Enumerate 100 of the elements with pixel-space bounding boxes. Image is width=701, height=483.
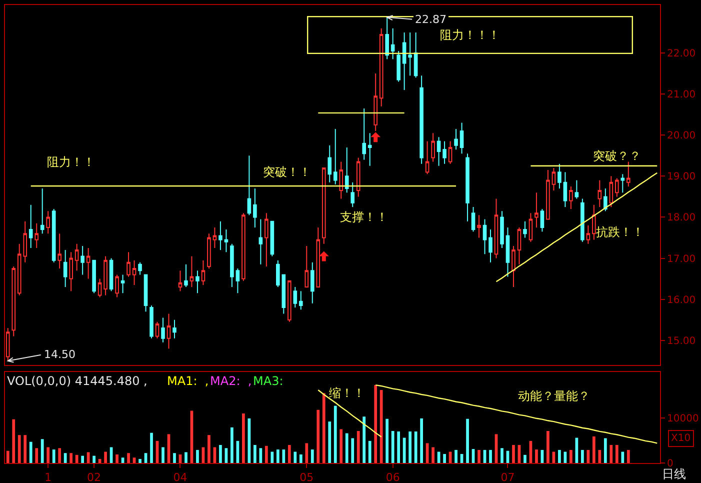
annotation: 缩！！ bbox=[329, 386, 365, 400]
candlestick bbox=[230, 243, 234, 288]
text: X10 bbox=[671, 433, 691, 444]
candlestick bbox=[385, 16, 389, 60]
candlestick bbox=[436, 136, 441, 166]
candlestick bbox=[477, 214, 481, 238]
bar bbox=[259, 448, 262, 463]
candlestick bbox=[592, 204, 596, 240]
bar bbox=[524, 454, 526, 463]
candlestick bbox=[58, 233, 62, 270]
bar bbox=[345, 433, 348, 463]
bar bbox=[626, 450, 630, 463]
bar bbox=[18, 435, 21, 463]
bar bbox=[414, 431, 418, 463]
bar bbox=[230, 427, 234, 463]
candlestick bbox=[190, 256, 194, 288]
candlestick bbox=[12, 266, 16, 337]
annotation: MA3: bbox=[253, 374, 284, 388]
candlestick bbox=[196, 270, 200, 294]
candlestick bbox=[52, 208, 56, 263]
bar bbox=[52, 449, 56, 463]
line-series bbox=[374, 384, 658, 444]
candlestick bbox=[212, 226, 217, 249]
bar bbox=[420, 418, 423, 463]
candlestick bbox=[500, 210, 504, 249]
annotation: 14.50 bbox=[44, 348, 76, 361]
x-tick-label: 02 bbox=[87, 471, 102, 483]
candlestick bbox=[580, 198, 584, 242]
bar bbox=[478, 450, 480, 463]
candlestick bbox=[138, 262, 142, 276]
candlestick bbox=[431, 132, 435, 162]
candlestick bbox=[288, 280, 292, 322]
candlestick bbox=[258, 218, 263, 265]
bar bbox=[322, 393, 326, 463]
bar bbox=[615, 444, 618, 463]
bar bbox=[305, 443, 308, 463]
y-tick-label: 22.00 bbox=[667, 48, 696, 60]
candlestick bbox=[74, 243, 79, 272]
x-tick-label: 06 bbox=[386, 471, 400, 483]
candlestick bbox=[218, 220, 222, 251]
y-tick-label: 15.00 bbox=[667, 336, 696, 347]
bar bbox=[75, 454, 78, 463]
bar bbox=[374, 385, 378, 463]
candlestick bbox=[150, 304, 154, 339]
candlestick bbox=[161, 317, 165, 343]
candlestick bbox=[155, 321, 160, 339]
bar bbox=[35, 448, 38, 463]
candlestick bbox=[408, 32, 412, 76]
bar bbox=[29, 442, 32, 463]
candlestick bbox=[28, 204, 33, 249]
candlestick bbox=[132, 260, 136, 286]
bar bbox=[443, 454, 446, 463]
bar bbox=[270, 452, 274, 463]
candlestick bbox=[563, 172, 568, 208]
candlestick bbox=[339, 161, 344, 200]
candlestick bbox=[344, 146, 349, 194]
bar bbox=[408, 431, 412, 463]
bar bbox=[592, 436, 596, 463]
candlestick bbox=[523, 220, 527, 238]
candlestick bbox=[310, 262, 314, 304]
candlestick bbox=[425, 140, 430, 175]
bar bbox=[86, 452, 90, 463]
y-tick-label: 19.00 bbox=[667, 172, 696, 183]
candlestick bbox=[264, 212, 268, 267]
candlestick bbox=[512, 245, 516, 288]
annotation: 22.87 bbox=[415, 13, 446, 26]
bar bbox=[598, 450, 602, 463]
bar bbox=[242, 413, 245, 463]
candlestick bbox=[207, 233, 211, 270]
candlestick bbox=[615, 178, 619, 198]
candlestick bbox=[460, 122, 464, 154]
candlestick bbox=[552, 167, 556, 192]
candlestick bbox=[144, 274, 148, 312]
annotation: 阻力！！ bbox=[47, 155, 95, 169]
candlestick bbox=[276, 260, 280, 288]
bar bbox=[454, 450, 458, 463]
candlestick bbox=[201, 260, 206, 286]
y-tick-label: 18.00 bbox=[667, 212, 696, 224]
candlestick bbox=[40, 188, 44, 234]
line-series bbox=[496, 172, 658, 282]
bar bbox=[604, 438, 607, 463]
candlestick bbox=[166, 313, 171, 350]
bar bbox=[397, 431, 400, 463]
candlestick bbox=[322, 167, 326, 244]
candlestick bbox=[534, 192, 538, 228]
annotation: 抗跌！！ bbox=[596, 225, 644, 239]
bar bbox=[12, 419, 16, 463]
bar bbox=[334, 406, 337, 463]
annotation: 动能？量能？ bbox=[518, 389, 590, 403]
candlestick bbox=[184, 264, 188, 288]
annotation: 突破？？ bbox=[593, 149, 641, 163]
candlestick bbox=[34, 222, 39, 249]
candlestick bbox=[546, 170, 550, 220]
candlestick bbox=[86, 248, 90, 280]
candlestick bbox=[282, 274, 286, 314]
bar bbox=[46, 447, 50, 463]
candlestick bbox=[506, 226, 510, 278]
candlestick bbox=[126, 252, 130, 278]
candlestick bbox=[178, 270, 182, 292]
candlestick bbox=[379, 28, 384, 107]
